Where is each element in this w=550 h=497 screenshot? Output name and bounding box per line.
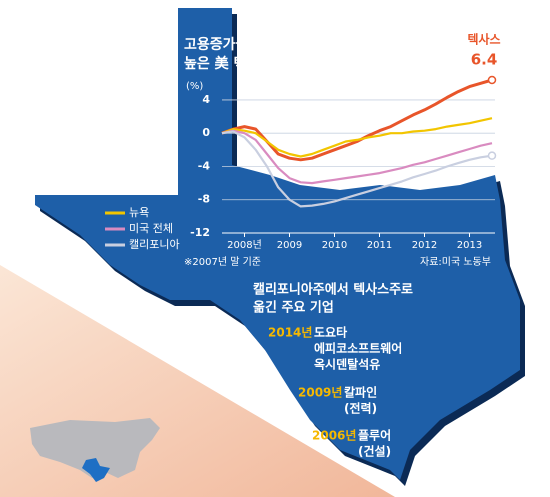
company-year: 2006년 bbox=[312, 429, 356, 443]
note: ※2007년 말 기준 bbox=[184, 256, 261, 268]
company-name: 칼파인 bbox=[344, 385, 377, 400]
source: 자료:미국 노동부 bbox=[420, 256, 491, 268]
company-name: (전력) bbox=[344, 401, 377, 416]
y-axis-label: (%) bbox=[186, 81, 203, 92]
company-name: (건설) bbox=[358, 444, 391, 459]
end-point bbox=[487, 151, 497, 160]
y-tick-label: -4 bbox=[198, 159, 211, 172]
value-label: 6.4 bbox=[471, 50, 498, 68]
companies-title: 옮긴 주요 기업 bbox=[253, 300, 334, 316]
x-tick-label: 2013 bbox=[457, 240, 482, 251]
us-map bbox=[30, 418, 160, 478]
series-line bbox=[221, 130, 493, 208]
y-tick-label: -12 bbox=[190, 226, 210, 239]
value-label: -2.7 bbox=[499, 148, 527, 163]
y-tick-label: 4 bbox=[202, 93, 210, 106]
x-tick-label: 2008년 bbox=[227, 239, 262, 251]
legend-label: 뉴욕 bbox=[129, 206, 149, 219]
company-name: 옥시덴탈석유 bbox=[314, 357, 380, 372]
series-line bbox=[221, 129, 493, 185]
x-tick-label: 2009 bbox=[277, 240, 302, 251]
legend-label: 캘리포니아 bbox=[129, 238, 180, 251]
chart-title: 높은 美 텍사스주 bbox=[184, 55, 285, 72]
end-point bbox=[487, 75, 497, 85]
companies-title: 캘리포니아주에서 텍사스주로 bbox=[253, 282, 413, 298]
company-name: 도요타 bbox=[314, 325, 347, 340]
us-map-texas bbox=[82, 458, 110, 482]
x-tick-label: 2012 bbox=[412, 240, 437, 251]
company-year: 2014년 bbox=[268, 326, 312, 340]
y-tick-label: 0 bbox=[202, 126, 210, 139]
series-line bbox=[221, 117, 493, 158]
company-name: 에피코소프트웨어 bbox=[314, 341, 402, 356]
series-label: 텍사스 bbox=[467, 31, 500, 46]
x-tick-label: 2011 bbox=[367, 240, 392, 251]
legend-label: 미국 전체 bbox=[129, 222, 173, 235]
company-name: 플루어 bbox=[358, 428, 391, 443]
x-tick-label: 2010 bbox=[322, 240, 347, 251]
texas-shape bbox=[35, 8, 525, 486]
company-year: 2009년 bbox=[298, 386, 342, 400]
chart-title: 고용증가율 bbox=[184, 36, 249, 53]
y-tick-label: -8 bbox=[198, 193, 210, 206]
